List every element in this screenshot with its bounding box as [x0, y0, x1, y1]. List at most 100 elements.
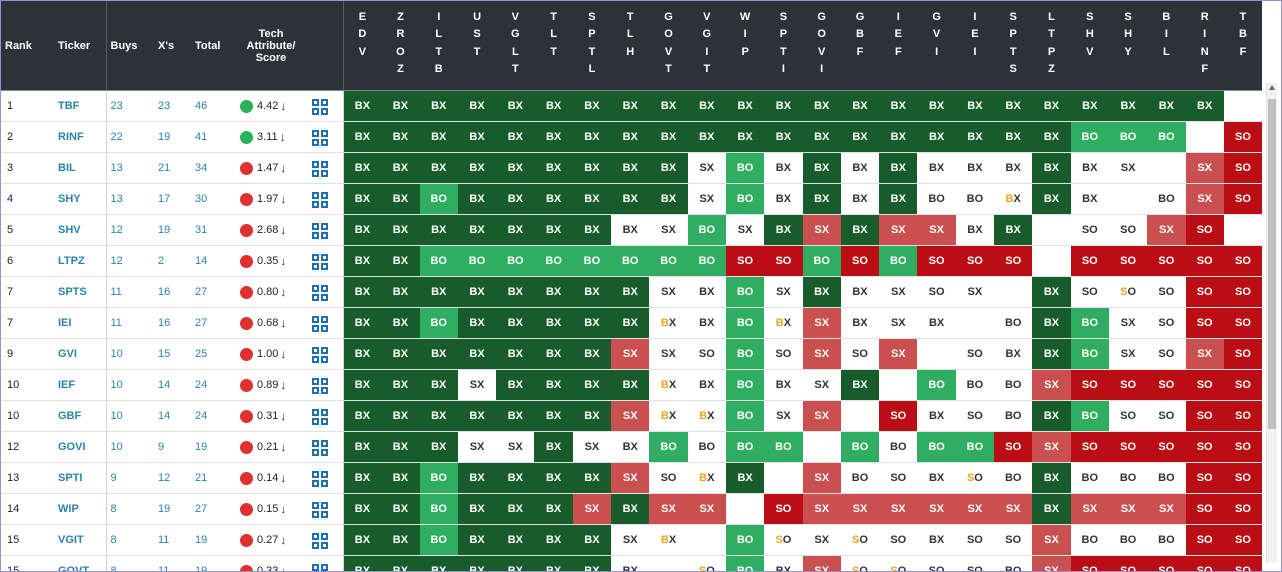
- signal-cell-spts: BO: [994, 555, 1033, 571]
- signal-cell-spts: BX: [994, 121, 1033, 153]
- header-buys: Buys: [106, 1, 154, 91]
- signal-cell-ief: [879, 369, 918, 401]
- vertical-scrollbar[interactable]: [1266, 83, 1277, 563]
- grid-view-icon[interactable]: [312, 533, 328, 549]
- grid-view-icon[interactable]: [312, 285, 328, 301]
- signal-cell-iltb: BO: [419, 493, 458, 525]
- signal-cell-ltpz: BX: [1032, 183, 1071, 215]
- ticker-link[interactable]: GBF: [54, 400, 107, 432]
- ticker-link[interactable]: VGIT: [54, 524, 107, 556]
- table-row[interactable]: 5 SHV 12 19 31 2.68 ↓ BX BX BX BX BX BX BX BX SX BO SX BX S…: [1, 214, 1263, 246]
- signal-cell-ltpz: BX: [1032, 121, 1071, 153]
- grid-icon-cell[interactable]: [306, 276, 344, 308]
- table-row[interactable]: 1 TBF 23 23 46 4.42 ↓ BX BX BX BX BX BX BX BX BX BX BX BX B…: [1, 90, 1263, 122]
- grid-view-icon[interactable]: [312, 99, 328, 115]
- grid-icon-cell[interactable]: [306, 90, 344, 122]
- grid-view-icon[interactable]: [312, 502, 328, 518]
- grid-icon-cell[interactable]: [306, 152, 344, 184]
- grid-icon-cell[interactable]: [306, 183, 344, 215]
- scroll-up-arrow-icon[interactable]: [1269, 85, 1275, 90]
- buys-cell: 13: [106, 183, 154, 215]
- table-row[interactable]: 14 WIP 8 19 27 0.15 ↓ BX BX BO BX BX BX SX BX SX SX SO SX S…: [1, 493, 1263, 525]
- grid-view-icon[interactable]: [312, 254, 328, 270]
- rank-cell: 3: [1, 152, 54, 184]
- grid-icon-cell[interactable]: [306, 493, 344, 525]
- signal-cell-tlt: BX: [534, 152, 573, 184]
- grid-view-icon[interactable]: [312, 347, 328, 363]
- signal-cell-tlh: BX: [611, 369, 650, 401]
- grid-view-icon[interactable]: [312, 471, 328, 487]
- grid-icon-cell[interactable]: [306, 338, 344, 370]
- ticker-link[interactable]: GOVT: [54, 555, 107, 571]
- signal-cell-tlt: BX: [534, 369, 573, 401]
- ticker-link[interactable]: IEI: [54, 307, 107, 339]
- ticker-link[interactable]: IEF: [54, 369, 107, 401]
- table-row[interactable]: 15 VGIT 8 11 19 0.27 ↓ BX BX BO BX BX BX BX SX BX BO SO SX…: [1, 524, 1263, 556]
- table-row[interactable]: 13 SPTI 9 12 21 0.14 ↓ BX BX BO BX BX BX BX SX SO BX BX SX…: [1, 462, 1263, 494]
- signal-cell-gvi: SO: [917, 555, 956, 571]
- grid-icon-cell[interactable]: [306, 307, 344, 339]
- grid-icon-cell[interactable]: [306, 400, 344, 432]
- ticker-link[interactable]: SPTS: [54, 276, 107, 308]
- rank-cell: 6: [1, 245, 54, 277]
- ticker-link[interactable]: WIP: [54, 493, 107, 525]
- table-row[interactable]: 9 GVI 10 15 25 1.00 ↓ BX BX BX BX BX BX BX SX SX SO BO SO S…: [1, 338, 1263, 370]
- grid-view-icon[interactable]: [312, 130, 328, 146]
- grid-view-icon[interactable]: [312, 378, 328, 394]
- ticker-link[interactable]: GVI: [54, 338, 107, 370]
- ticker-link[interactable]: BIL: [54, 152, 107, 184]
- rank-cell: 1: [1, 90, 54, 122]
- header-row: Rank Ticker Buys X's Total Tech Attribut…: [1, 1, 1263, 91]
- signal-cell-ust: BX: [457, 462, 497, 494]
- ticker-link[interactable]: TBF: [54, 90, 107, 122]
- grid-view-icon[interactable]: [312, 192, 328, 208]
- rank-cell: 2: [1, 121, 54, 153]
- signal-cell-tbf: SO: [1223, 431, 1263, 463]
- table-row[interactable]: 3 BIL 13 21 34 1.47 ↓ BX BX BX BX BX BX BX BX BX SX BO BX B…: [1, 152, 1263, 184]
- status-dot-icon: [240, 130, 253, 144]
- ticker-link[interactable]: SHY: [54, 183, 107, 215]
- grid-icon-cell[interactable]: [306, 555, 344, 571]
- xs-cell: 16: [154, 307, 191, 339]
- table-row[interactable]: 10 IEF 10 14 24 0.89 ↓ BX BX BX SX BX BX BX BX BX BX BO BX…: [1, 369, 1263, 401]
- grid-view-icon[interactable]: [312, 564, 328, 571]
- signal-cell-iltb: BX: [419, 338, 458, 370]
- grid-icon-cell[interactable]: [306, 431, 344, 463]
- grid-view-icon[interactable]: [312, 316, 328, 332]
- ticker-link[interactable]: RINF: [54, 121, 107, 153]
- signal-cell-gvi: SX: [917, 214, 956, 246]
- signal-cell-rinf: SO: [1185, 462, 1224, 494]
- signal-cell-shy: SX: [1108, 493, 1148, 525]
- ticker-link[interactable]: GOVI: [54, 431, 107, 463]
- table-row[interactable]: 10 GBF 10 14 24 0.31 ↓ BX BX BX BX BX BX BX SX BX BX BO SX…: [1, 400, 1263, 432]
- xs-cell: 11: [154, 555, 191, 571]
- grid-view-icon[interactable]: [312, 409, 328, 425]
- table-row[interactable]: 4 SHY 13 17 30 1.97 ↓ BX BX BO BX BX BX BX BX BX SX BO BX B…: [1, 183, 1263, 215]
- table-row[interactable]: 15 GOVT 8 11 19 0.33 ↓ BX BX BX BX BX BX BX BX SO BO BX SX…: [1, 555, 1263, 571]
- grid-icon-cell[interactable]: [306, 245, 344, 277]
- signal-cell-tlh: BX: [611, 555, 650, 571]
- ticker-link[interactable]: SHV: [54, 214, 107, 246]
- table-row[interactable]: 6 LTPZ 12 2 14 0.35 ↓ BX BX BO BO BO BO BO BO BO BO SO SO B…: [1, 245, 1263, 277]
- grid-icon-cell[interactable]: [306, 524, 344, 556]
- grid-icon-cell[interactable]: [306, 214, 344, 246]
- grid-view-icon[interactable]: [312, 223, 328, 239]
- grid-icon-cell[interactable]: [306, 121, 344, 153]
- scrollbar-thumb[interactable]: [1268, 99, 1276, 429]
- grid-view-icon[interactable]: [312, 161, 328, 177]
- ticker-link[interactable]: SPTI: [54, 462, 107, 494]
- table-row[interactable]: 2 RINF 22 19 41 3.11 ↓ BX BX BX BX BX BX BX BX BX BX BX BX…: [1, 121, 1263, 153]
- signal-cell-vglt: BX: [496, 338, 535, 370]
- grid-icon-cell[interactable]: [306, 462, 344, 494]
- signal-cell-shv: SO: [1070, 276, 1109, 308]
- ticker-link[interactable]: LTPZ: [54, 245, 107, 277]
- signal-cell-tbf: SO: [1223, 121, 1263, 153]
- table-row[interactable]: 7 SPTS 11 16 27 0.80 ↓ BX BX BX BX BX BX BX BX SX BX BO SX…: [1, 276, 1263, 308]
- signal-cell-ust: BX: [457, 555, 497, 571]
- grid-icon-cell[interactable]: [306, 369, 344, 401]
- table-row[interactable]: 12 GOVI 10 9 19 0.21 ↓ BX BX BX SX SX BX SX BX BO BO BO BO…: [1, 431, 1263, 463]
- signal-cell-shv: SX: [1070, 493, 1109, 525]
- table-row[interactable]: 7 IEI 11 16 27 0.68 ↓ BX BX BO BX BX BX BX BX BX BX BO BX S…: [1, 307, 1263, 339]
- signal-cell-gvi: BX: [917, 90, 956, 122]
- grid-view-icon[interactable]: [312, 440, 328, 456]
